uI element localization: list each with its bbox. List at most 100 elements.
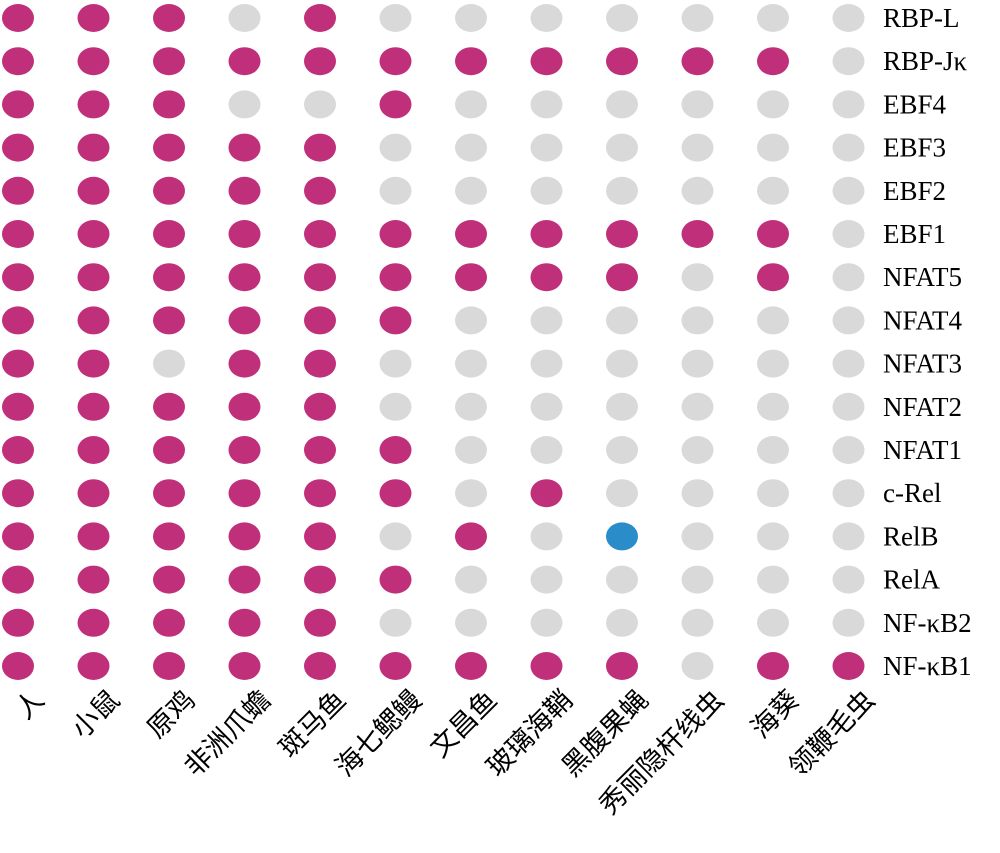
dot-0-9 <box>681 4 714 32</box>
dot-3-1 <box>77 133 110 162</box>
dot-11-7 <box>530 479 563 508</box>
dot-8-2 <box>153 349 185 378</box>
dot-4-11 <box>832 176 865 205</box>
dot-0-10 <box>757 4 789 32</box>
dot-13-10 <box>757 565 789 594</box>
dot-7-7 <box>530 306 563 335</box>
dot-12-0 <box>2 522 34 551</box>
protein-label: RBP-Jκ <box>883 46 968 76</box>
dot-5-6 <box>455 220 487 248</box>
dot-6-0 <box>2 263 34 292</box>
dot-13-3 <box>228 565 261 594</box>
dot-12-1 <box>77 522 110 551</box>
dot-3-6 <box>455 133 487 162</box>
dot-12-11 <box>832 522 865 551</box>
dot-11-3 <box>228 479 261 508</box>
dot-12-8 <box>606 522 638 551</box>
dot-10-8 <box>606 436 638 464</box>
dot-5-8 <box>606 220 638 248</box>
dot-10-5 <box>379 436 412 464</box>
dot-7-9 <box>681 306 714 335</box>
dot-0-6 <box>455 4 487 32</box>
dot-3-7 <box>530 133 563 162</box>
dot-1-11 <box>832 47 865 76</box>
dot-14-0 <box>2 608 34 637</box>
dot-8-10 <box>757 349 789 378</box>
dot-1-4 <box>304 47 336 76</box>
dot-10-3 <box>228 436 261 464</box>
dot-12-10 <box>757 522 789 551</box>
protein-label: NFAT5 <box>883 262 962 292</box>
dot-11-0 <box>2 479 34 508</box>
protein-label: EBF4 <box>883 89 947 119</box>
dot-1-7 <box>530 47 563 76</box>
dot-4-0 <box>2 176 34 205</box>
dot-9-3 <box>228 392 261 421</box>
dot-14-9 <box>681 608 714 637</box>
dot-9-1 <box>77 392 110 421</box>
dot-1-6 <box>455 47 487 76</box>
dot-14-11 <box>832 608 865 637</box>
dot-5-3 <box>228 220 261 248</box>
dot-1-3 <box>228 47 261 76</box>
dot-1-0 <box>2 47 34 76</box>
dot-3-11 <box>832 133 865 162</box>
dot-6-5 <box>379 263 412 292</box>
dot-4-4 <box>304 176 336 205</box>
dot-10-4 <box>304 436 336 464</box>
dot-11-11 <box>832 479 865 508</box>
dot-13-0 <box>2 565 34 594</box>
dot-1-2 <box>153 47 185 76</box>
dot-13-6 <box>455 565 487 594</box>
protein-label: NFAT3 <box>883 349 962 379</box>
dot-10-7 <box>530 436 563 464</box>
protein-label: NF-κB1 <box>883 651 972 681</box>
dot-4-2 <box>153 176 185 205</box>
species-label: 原鸡 <box>141 685 201 745</box>
dot-1-1 <box>77 47 110 76</box>
dot-6-1 <box>77 263 110 292</box>
dot-1-10 <box>757 47 789 76</box>
dot-5-4 <box>304 220 336 248</box>
dot-14-7 <box>530 608 563 637</box>
dot-13-8 <box>606 565 638 594</box>
dot-12-2 <box>153 522 185 551</box>
dot-11-6 <box>455 479 487 508</box>
dot-2-2 <box>153 90 185 119</box>
dot-6-6 <box>455 263 487 292</box>
dot-10-1 <box>77 436 110 464</box>
protein-label: RelB <box>883 521 939 551</box>
dot-11-10 <box>757 479 789 508</box>
dot-1-9 <box>681 47 714 76</box>
dot-4-1 <box>77 176 110 205</box>
dot-9-10 <box>757 392 789 421</box>
dot-8-11 <box>832 349 865 378</box>
dot-11-8 <box>606 479 638 508</box>
dot-11-5 <box>379 479 412 508</box>
dot-1-5 <box>379 47 412 76</box>
dot-13-11 <box>832 565 865 594</box>
dot-9-7 <box>530 392 563 421</box>
dot-6-10 <box>757 263 789 292</box>
dot-3-2 <box>153 133 185 162</box>
dot-4-8 <box>606 176 638 205</box>
dot-15-9 <box>681 652 714 680</box>
dot-2-8 <box>606 90 638 119</box>
dot-3-4 <box>304 133 336 162</box>
dot-13-9 <box>681 565 714 594</box>
dot-7-5 <box>379 306 412 335</box>
dot-13-1 <box>77 565 110 594</box>
dot-3-3 <box>228 133 261 162</box>
dot-7-6 <box>455 306 487 335</box>
dot-2-0 <box>2 90 34 119</box>
protein-label: NFAT4 <box>883 305 963 335</box>
dot-15-8 <box>606 652 638 680</box>
dot-8-7 <box>530 349 563 378</box>
dot-2-9 <box>681 90 714 119</box>
dot-4-10 <box>757 176 789 205</box>
dot-0-2 <box>153 4 185 32</box>
dot-15-1 <box>77 652 110 680</box>
dot-0-4 <box>304 4 336 32</box>
dot-7-4 <box>304 306 336 335</box>
dot-14-5 <box>379 608 412 637</box>
